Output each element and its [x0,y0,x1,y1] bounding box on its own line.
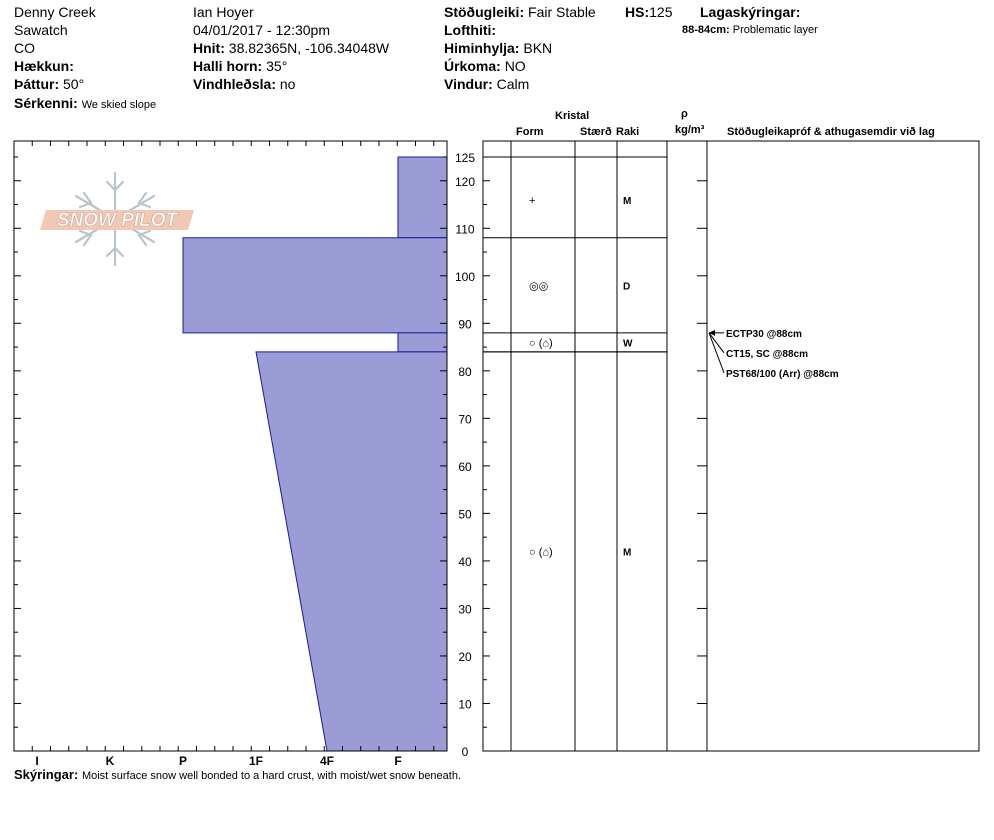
stability-value: Fair Stable [528,4,596,20]
test-result: ECTP30 @88cm [726,329,802,340]
depth-tick-label: 30 [458,602,472,616]
layer-moisture: W [623,338,633,349]
layer-form: ○ (⌂) [529,546,553,558]
hardness-bar-0 [397,156,448,239]
test-arrow-icon [709,329,715,336]
depth-tick-label: 10 [458,697,472,711]
wind-loading: Vindhleðsla: no [193,75,295,93]
hardness-tick-label: 1F [249,754,263,768]
state: CO [14,40,35,56]
layer-moisture: D [623,281,630,292]
slope: Halli horn: 35° [193,57,287,75]
hs-label: HS: [625,4,650,20]
kristal-header: Kristal [555,110,590,122]
tests-header: Stöðugleikapróf & athugasemdir við lag [727,126,935,138]
layer-note: 88-84cm: Problematic layer [682,24,818,36]
aspect-label: Þáttur: [14,76,60,92]
depth-tick-label: 120 [455,175,475,189]
size-header: Stærð [580,126,612,138]
sky: Himinhylja: BKN [444,39,552,57]
elevation-label: Hækkun: [14,58,74,74]
hardness-tick-label: 4F [320,754,334,768]
rho-header: ρ [681,108,688,120]
wind-loading-value: no [279,76,296,92]
hardness-tick-label: I [35,754,38,768]
hardness-tick-label: F [394,754,401,768]
form-header: Form [516,126,544,138]
layer-form: ◎◎ [529,280,548,292]
hardness-tick-label: P [179,754,187,768]
sky-value: BKN [523,40,553,56]
moisture-header: Raki [616,126,640,138]
depth-tick-label: 60 [458,460,472,474]
depth-tick-label: 110 [455,222,474,236]
footer-label: Skýringar: [14,767,79,782]
depth-tick-label: 0 [462,745,469,759]
layer-form: ○ (⌂) [529,337,553,349]
layer-notes-label: Lagaskýringar: [700,4,801,20]
features-label: Sérkenni: [14,95,78,111]
layer-moisture: M [623,196,631,207]
hardness-bar-1 [182,237,448,334]
profile-frame [13,140,448,752]
observer: Ian Hoyer [193,4,254,20]
snowpilot-logo: SNOW PILOT [40,171,194,267]
depth-tick-label: 70 [458,412,472,426]
precip-label: Úrkoma: [444,58,501,74]
logo-text: SNOW PILOT [57,210,179,231]
sky-label: Himinhylja: [444,40,520,56]
layer-moisture: M [623,547,631,558]
precip-value: NO [504,58,526,74]
slope-value: 35° [266,58,288,74]
layers-table-frame [482,140,980,752]
wind-value: Calm [496,76,530,92]
depth-tick-label: 90 [458,317,472,331]
depth-tick-label: 50 [458,507,472,521]
test-result: PST68/100 (Arr) @88cm [726,369,839,380]
layer-note-text: Problematic layer [732,24,818,36]
coords-label: Hnit: [193,40,225,56]
stability: Stöðugleiki: Fair Stable [444,3,596,21]
features: Sérkenni: We skied slope [14,94,156,114]
test-result: CT15, SC @88cm [726,349,808,360]
test-pointer [708,332,725,373]
depth-tick-label: 40 [458,555,472,569]
depth-tick-label: 100 [455,270,475,284]
layer-note-range: 88-84cm: [682,24,730,36]
hs: HS:125 [625,3,672,21]
slope-label: Halli horn: [193,58,263,74]
wind-loading-label: Vindhleðsla: [193,76,276,92]
depth-tick-label: 20 [458,650,472,664]
density-unit-header: kg/m³ [675,124,705,136]
stability-label: Stöðugleiki: [444,4,525,20]
coords-value: 38.82365N, -106.34048W [228,40,390,56]
hardness-bar-2 [397,332,448,353]
footer-text: Moist surface snow well bonded to a hard… [81,770,462,782]
hardness-tick-label: K [106,754,115,768]
depth-tick-label: 125 [455,151,475,165]
location: Denny Creek [14,4,96,20]
hardness-bar-3 [255,351,448,752]
layer-form: + [529,195,535,207]
test-pointer [708,332,725,354]
features-value: We skied slope [81,99,157,111]
datetime: 04/01/2017 - 12:30pm [193,22,330,38]
hs-value: 125 [649,4,673,20]
air-temp-label: Lofthiti: [444,22,497,38]
depth-tick-label: 80 [458,365,472,379]
wind-label: Vindur: [444,76,493,92]
aspect: Þáttur: 50° [14,75,84,93]
range: Sawatch [14,22,68,38]
footer-comments: Skýringar: Moist surface snow well bonde… [14,767,461,782]
coords: Hnit: 38.82365N, -106.34048W [193,39,389,57]
aspect-value: 50° [63,76,85,92]
wind: Vindur: Calm [444,75,529,93]
precip: Úrkoma: NO [444,57,526,75]
